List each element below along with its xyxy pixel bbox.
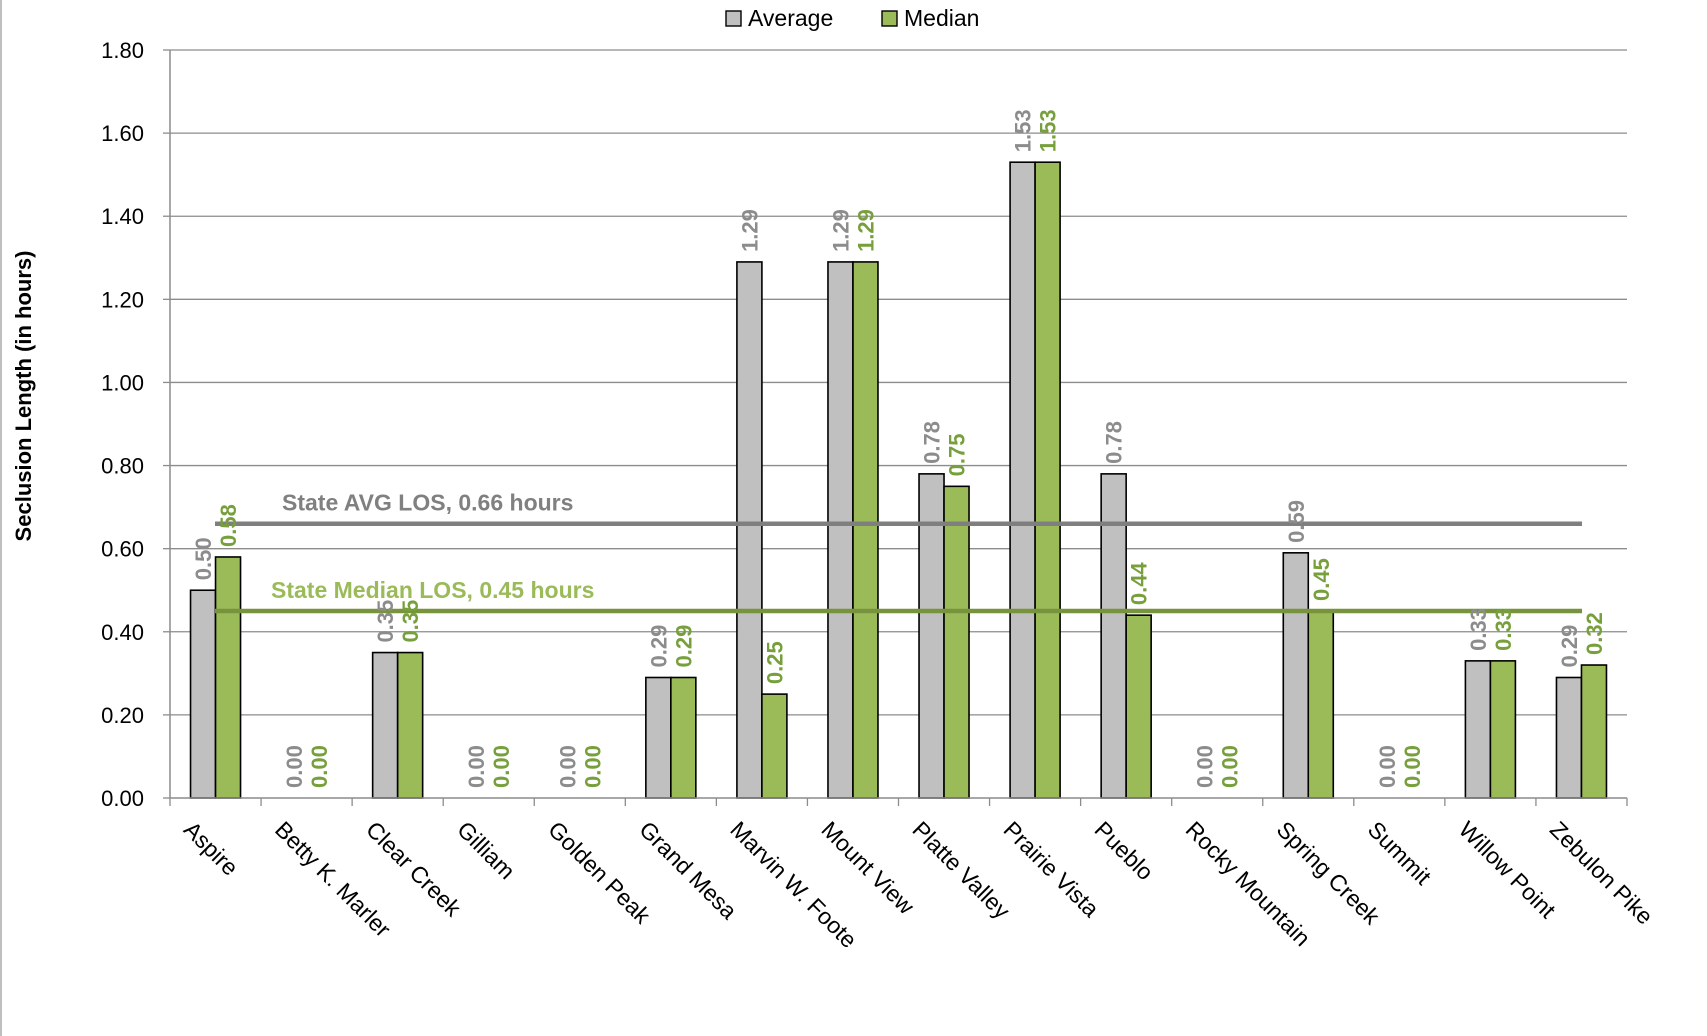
y-tick-label: 1.20	[101, 287, 144, 312]
y-tick-label: 0.20	[101, 703, 144, 728]
legend-label-median: Median	[904, 5, 979, 31]
data-label-median: 0.75	[945, 434, 970, 477]
bar-median	[396, 651, 424, 799]
data-label-median: 0.00	[489, 745, 514, 788]
bar-average	[1555, 676, 1583, 799]
data-label-average: 0.50	[191, 537, 216, 580]
data-label-median: 0.35	[398, 600, 423, 643]
legend-swatch-average	[725, 10, 742, 27]
data-labels: 0.500.000.350.00 0.000.291.29 1.290.781.53…	[191, 109, 1607, 788]
data-label-median: 1.53	[1036, 109, 1061, 152]
bar-median	[670, 676, 697, 799]
data-label-average: 0.78	[920, 421, 945, 464]
data-label-average: 0.29	[1557, 625, 1582, 668]
bar-average	[736, 261, 763, 799]
data-label-average: 0.29	[646, 625, 671, 668]
bars	[189, 161, 1608, 799]
data-label-median: 0.44	[1127, 562, 1152, 606]
bar-average	[1464, 660, 1492, 799]
x-category-label: Gilliam	[452, 816, 520, 884]
data-label-average: 0.00	[1193, 745, 1218, 788]
data-label-average: 0.33	[1466, 608, 1491, 651]
reference-line-label: State Median LOS, 0.45 hours	[271, 577, 594, 603]
bar-median	[1307, 610, 1335, 799]
y-tick-label: 1.40	[101, 204, 144, 229]
data-label-median: 0.00	[307, 745, 332, 788]
data-label-median: 0.32	[1582, 612, 1607, 655]
bar-median	[852, 261, 879, 799]
data-label-average: 0.00	[464, 745, 489, 788]
legend-swatch-median	[881, 10, 898, 27]
bar-average	[1282, 552, 1310, 799]
data-label-average: 0.00	[1375, 745, 1400, 788]
data-label-median: 0.33	[1491, 608, 1516, 651]
data-label-average: 0.00	[282, 745, 307, 788]
y-axis-title: Seclusion Length (in hours)	[11, 251, 36, 542]
data-label-average: 0.59	[1284, 500, 1309, 543]
bar-average	[645, 676, 672, 799]
x-category-label: Platte Valley	[907, 816, 1015, 924]
bar-average	[371, 651, 399, 799]
data-label-average: 1.53	[1011, 109, 1036, 152]
legend-label-average: Average	[748, 5, 833, 31]
data-label-average: 1.29	[828, 209, 853, 252]
x-category-label: Summit	[1363, 816, 1437, 890]
y-tick-label: 1.80	[101, 38, 144, 63]
x-category-label: Pueblo	[1090, 816, 1159, 885]
data-label-median: 0.58	[216, 504, 241, 547]
y-tick-label: 0.60	[101, 537, 144, 562]
data-label-median: 0.00	[1218, 745, 1243, 788]
bar-median	[214, 556, 242, 799]
bar-median	[943, 485, 970, 799]
y-tick-label: 0.00	[101, 786, 144, 811]
data-label-median: 0.25	[762, 641, 787, 684]
x-category-label: Aspire	[179, 816, 243, 880]
x-category-label: Zebulon Pike	[1545, 816, 1658, 929]
bar-average	[827, 261, 854, 799]
data-label-average: 1.29	[737, 209, 762, 252]
data-label-median: 0.00	[580, 745, 605, 788]
bar-median	[1125, 614, 1152, 799]
y-tick-label: 0.40	[101, 620, 144, 645]
data-label-median: 0.29	[671, 625, 696, 668]
data-label-average: 0.78	[1102, 421, 1127, 464]
data-label-median: 0.00	[1400, 745, 1425, 788]
y-tick-label: 0.80	[101, 454, 144, 479]
data-label-average: 0.35	[373, 600, 398, 643]
bar-average	[1100, 473, 1127, 799]
bar-median	[1034, 161, 1061, 799]
data-label-average: 0.00	[555, 745, 580, 788]
bar-average	[1009, 161, 1036, 799]
bar-median	[761, 693, 788, 799]
x-category-label: Prairie Vista	[999, 816, 1105, 922]
x-category-label: Willow Point	[1454, 816, 1561, 923]
data-label-median: 0.45	[1309, 558, 1334, 601]
y-tick-label: 1.00	[101, 370, 144, 395]
y-tick-label: 1.60	[101, 121, 144, 146]
reference-line-label: State AVG LOS, 0.66 hours	[282, 490, 573, 516]
bar-median	[1489, 660, 1517, 799]
reference-lines: State AVG LOS, 0.66 hours State Median LO…	[215, 490, 1582, 614]
legend: Average Median	[725, 5, 979, 31]
data-label-median: 1.29	[853, 209, 878, 252]
bar-median	[1580, 664, 1608, 799]
gridlines	[170, 49, 1627, 716]
left-frame-border	[0, 0, 2, 1036]
bar-average	[189, 589, 217, 799]
